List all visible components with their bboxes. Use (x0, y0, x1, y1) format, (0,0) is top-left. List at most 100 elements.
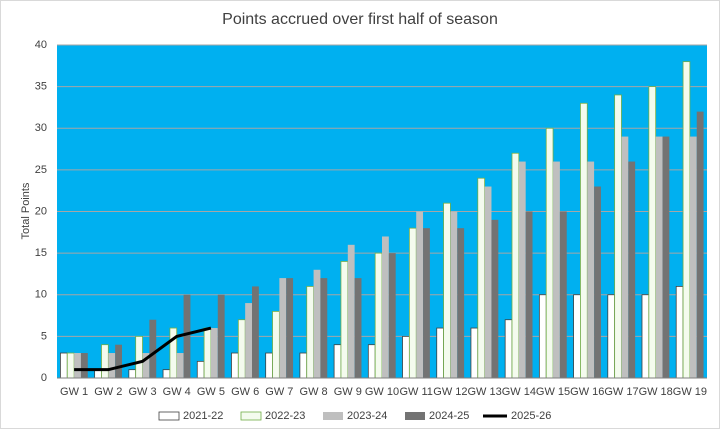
bar (477, 177, 486, 379)
legend-label: 2021-22 (183, 410, 223, 422)
bar (252, 286, 259, 378)
y-tick-label: 15 (35, 247, 47, 259)
bar (340, 261, 349, 379)
legend-label: 2025-26 (511, 410, 551, 422)
bar (641, 294, 650, 379)
bar (347, 244, 355, 378)
legend-label: 2024-25 (429, 410, 469, 422)
bar (176, 353, 184, 378)
bar (648, 86, 657, 379)
bar (545, 127, 554, 379)
x-tick-label: GW 1 (60, 386, 88, 398)
bar (594, 186, 601, 378)
bar (580, 102, 588, 379)
bar (443, 202, 451, 379)
x-tick-label: GW 4 (163, 386, 191, 398)
legend-swatch (158, 411, 180, 421)
legend-label: 2022-23 (265, 410, 305, 422)
y-axis-label: Total Points (20, 182, 32, 239)
bar (306, 286, 314, 379)
x-tick-label: GW 12 (433, 386, 467, 398)
legend-swatch (240, 411, 262, 421)
bar (183, 294, 191, 378)
bar (402, 335, 410, 379)
bar (484, 186, 492, 378)
x-tick-label: GW 10 (365, 386, 399, 398)
legend-swatch (405, 412, 425, 420)
bar (108, 353, 116, 378)
bar (135, 335, 143, 379)
bar (614, 94, 622, 379)
x-tick-label: GW 7 (265, 386, 293, 398)
bar (450, 211, 458, 378)
x-tick-label: GW 6 (231, 386, 259, 398)
bar (74, 353, 81, 378)
bar (245, 303, 252, 378)
bar (313, 269, 321, 378)
y-tick-label: 10 (35, 289, 47, 301)
legend-swatch (323, 412, 343, 420)
bar (525, 211, 533, 378)
x-tick-label: GW 13 (468, 386, 502, 398)
bar (559, 211, 567, 378)
y-tick-label: 40 (35, 39, 47, 51)
bar (662, 136, 670, 378)
bar (374, 252, 383, 379)
x-tick-label: GW 5 (197, 386, 225, 398)
x-tick-label: GW 19 (673, 386, 707, 398)
bar (573, 294, 581, 379)
x-tick-label: GW 16 (570, 386, 604, 398)
bar (231, 352, 239, 379)
chart-title: Points accrued over first half of season (222, 11, 498, 28)
bar (382, 236, 389, 378)
x-tick-label: GW 8 (300, 386, 328, 398)
bar (101, 344, 109, 379)
bar (210, 328, 218, 378)
bar (457, 228, 465, 378)
bar (628, 161, 636, 378)
x-tick-label: GW 11 (399, 386, 432, 398)
bar (265, 352, 273, 379)
bar (553, 161, 560, 378)
bar (286, 278, 294, 378)
bar (320, 278, 328, 378)
y-tick-label: 20 (35, 205, 47, 217)
bar (128, 369, 137, 379)
y-tick-label: 25 (35, 164, 47, 176)
bar (587, 161, 595, 378)
y-tick-label: 35 (35, 81, 47, 93)
x-tick-label: GW 9 (334, 386, 362, 398)
line (74, 326, 212, 372)
bar (518, 161, 526, 378)
bar (408, 227, 417, 379)
bar (655, 136, 663, 378)
y-tick-label: 30 (35, 122, 47, 134)
bar (196, 360, 205, 379)
x-tick-label: GW 2 (94, 386, 122, 398)
bar (491, 219, 499, 378)
bar (299, 352, 308, 379)
bar (436, 327, 444, 379)
bar (354, 278, 362, 378)
x-tick-label: GW 15 (536, 386, 570, 398)
bar (203, 327, 212, 379)
y-tick-label: 0 (41, 372, 47, 384)
bar (696, 111, 704, 378)
x-tick-label: GW 18 (639, 386, 673, 398)
bar (416, 211, 424, 378)
bar (217, 294, 225, 378)
bar (607, 294, 616, 379)
bar (504, 319, 513, 379)
bar (675, 286, 684, 379)
bar (470, 327, 479, 379)
bar (149, 319, 157, 378)
bar (272, 310, 280, 379)
x-tick-label: GW 14 (502, 386, 536, 398)
bar (162, 369, 171, 379)
bar (80, 353, 88, 378)
bar (388, 253, 396, 378)
bar (423, 228, 430, 378)
bar (538, 294, 547, 379)
bar (621, 136, 629, 378)
